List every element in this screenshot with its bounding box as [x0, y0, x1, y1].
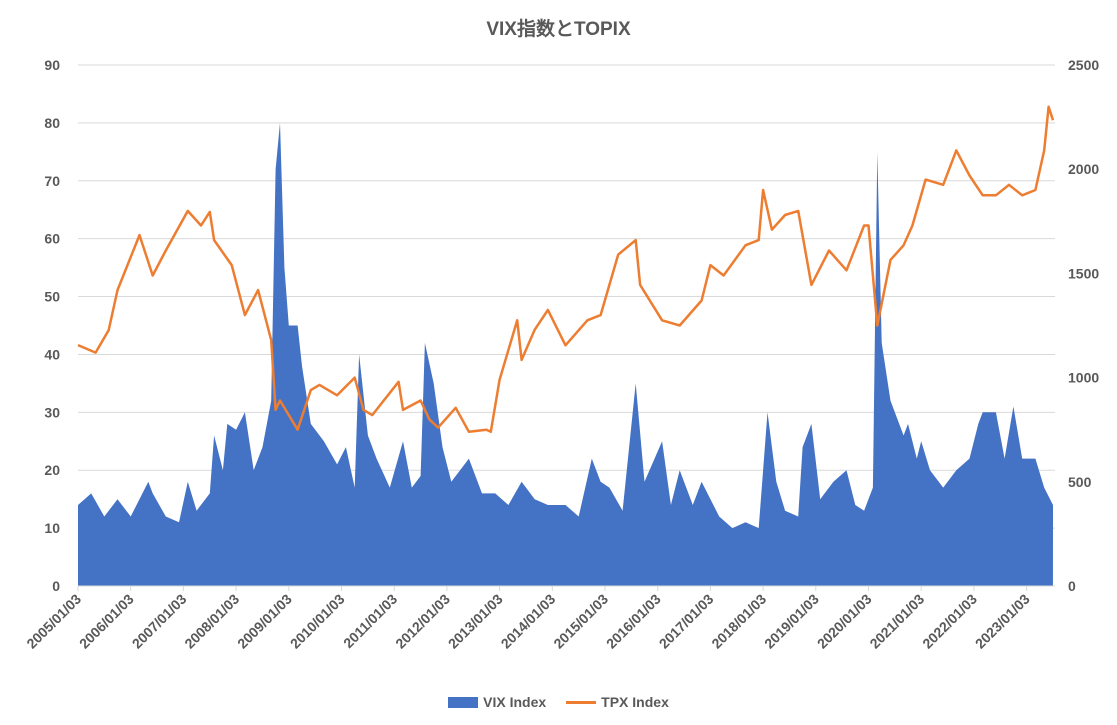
- x-tick-label: 2010/01/03: [287, 591, 348, 652]
- y-right-tick-label: 500: [1068, 474, 1092, 490]
- y-right-tick-label: 0: [1068, 578, 1076, 594]
- x-tick-label: 2005/01/03: [23, 591, 84, 652]
- y-right-tick-label: 1000: [1068, 370, 1099, 386]
- y-left-tick-label: 60: [44, 231, 60, 247]
- legend-item-tpx: TPX Index: [566, 694, 669, 710]
- y-left-tick-label: 40: [44, 346, 60, 362]
- legend-label-tpx: TPX Index: [601, 694, 669, 710]
- x-tick-label: 2007/01/03: [129, 591, 190, 652]
- legend-item-vix: VIX Index: [448, 694, 546, 710]
- y-left-tick-label: 20: [44, 462, 60, 478]
- y-left-tick-label: 30: [44, 404, 60, 420]
- legend-swatch-vix: [448, 696, 479, 708]
- x-tick-label: 2022/01/03: [919, 591, 980, 652]
- vix-area: [78, 122, 1053, 587]
- x-tick-label: 2019/01/03: [761, 591, 822, 652]
- x-tick-label: 2018/01/03: [708, 591, 769, 652]
- y-left-tick-label: 0: [52, 578, 60, 594]
- x-tick-label: 2014/01/03: [498, 591, 559, 652]
- x-tick-label: 2016/01/03: [603, 591, 664, 652]
- x-tick-label: 2009/01/03: [234, 591, 295, 652]
- legend: VIX Index TPX Index: [0, 694, 1117, 710]
- y-right-tick-label: 2000: [1068, 161, 1099, 177]
- y-left-tick-label: 50: [44, 289, 60, 305]
- x-tick-label: 2012/01/03: [392, 591, 453, 652]
- legend-label-vix: VIX Index: [483, 694, 547, 710]
- y-right-tick-label: 1500: [1068, 265, 1099, 281]
- legend-swatch-tpx: [566, 700, 597, 704]
- x-tick-label: 2008/01/03: [181, 591, 242, 652]
- x-tick-label: 2023/01/03: [972, 591, 1033, 652]
- y-left-tick-label: 10: [44, 520, 60, 536]
- y-left-tick-label: 90: [44, 57, 60, 73]
- x-tick-label: 2017/01/03: [656, 591, 717, 652]
- x-tick-label: 2020/01/03: [814, 591, 875, 652]
- x-tick-label: 2013/01/03: [445, 591, 506, 652]
- chart-title: VIX指数とTOPIX: [486, 19, 631, 40]
- y-right-tick-label: 2500: [1068, 57, 1099, 73]
- y-left-tick-label: 80: [44, 115, 60, 131]
- y-left-tick-label: 70: [44, 173, 60, 189]
- x-tick-label: 2021/01/03: [866, 591, 927, 652]
- x-tick-label: 2011/01/03: [340, 591, 400, 651]
- tpx-line: [77, 105, 1055, 434]
- x-tick-label: 2015/01/03: [550, 591, 611, 652]
- x-tick-label: 2006/01/03: [76, 591, 137, 652]
